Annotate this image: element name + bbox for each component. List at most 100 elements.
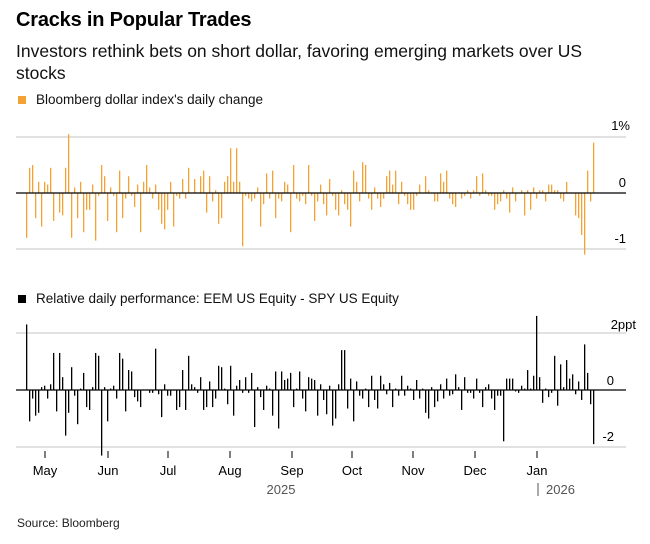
bar [89,390,91,410]
bar [458,387,460,390]
bar [56,390,58,412]
bar [551,184,553,193]
bar [110,187,112,193]
bar [434,390,436,408]
bar [548,390,550,398]
bar [179,390,181,408]
bar [452,193,454,205]
bar [467,190,469,193]
bar [26,193,28,238]
bar [269,193,271,199]
bar [122,358,124,390]
bar [71,367,73,390]
bar [557,390,559,406]
bar [392,184,394,193]
bar [254,193,256,199]
bar [221,367,223,390]
bar [590,193,592,202]
bar [425,390,427,413]
bar [62,193,64,216]
bar [326,390,328,415]
bar [389,170,391,193]
legend-label: Relative daily performance: EEM US Equit… [36,291,399,306]
bar [47,184,49,193]
bar [509,193,511,213]
bar [212,193,214,202]
bar [365,165,367,193]
bar [326,193,328,216]
bar [527,370,529,390]
bar [173,193,175,227]
bar [584,193,586,255]
bar [248,390,250,393]
bar [203,170,205,193]
bar [215,190,217,193]
bar [410,193,412,210]
bar [593,390,595,445]
bar [542,390,544,403]
bar [143,181,145,193]
bar [263,193,265,205]
bar [539,377,541,390]
bar [554,190,556,193]
bar [461,193,463,199]
bar [374,390,376,400]
bar [158,193,160,210]
bar [566,360,568,390]
bar [380,375,382,390]
bar [521,385,523,390]
bar [170,390,172,396]
bar [200,176,202,193]
bar [338,193,340,216]
bar [575,193,577,216]
bar [194,387,196,390]
bar [41,387,43,390]
bar [404,193,406,196]
bar [416,380,418,390]
bar [512,187,514,193]
bar [107,193,109,221]
bar [407,385,409,390]
bar [212,390,214,408]
bar [29,167,31,193]
chart-title: Cracks in Popular Trades [16,9,252,31]
bar [74,390,76,396]
bar [497,390,499,396]
bar [176,390,178,410]
bar [158,390,160,395]
bar [566,181,568,193]
bar [140,390,142,408]
bar [467,390,469,393]
bar [170,181,172,193]
bar [77,390,79,425]
bar [59,193,61,213]
bar [167,390,169,396]
bar [497,193,499,205]
bar [176,193,178,196]
bar [152,193,154,199]
bar [500,193,502,202]
bar [137,184,139,193]
bar [440,173,442,193]
bar [506,378,508,390]
bar [155,184,157,193]
bar [275,371,277,390]
bar [419,184,421,193]
bar [299,193,301,202]
bar [344,350,346,390]
bar [101,390,103,456]
bar [353,170,355,193]
bar [161,193,163,224]
bar [302,390,304,399]
bar [323,193,325,205]
bar [209,381,211,390]
bar [452,390,454,395]
bar [185,193,187,199]
bar [449,390,451,396]
bar [257,387,259,390]
bar [443,181,445,193]
bar [80,181,82,193]
bar [383,384,385,390]
x-tick-label: Dec [463,463,487,478]
bar [377,390,379,409]
